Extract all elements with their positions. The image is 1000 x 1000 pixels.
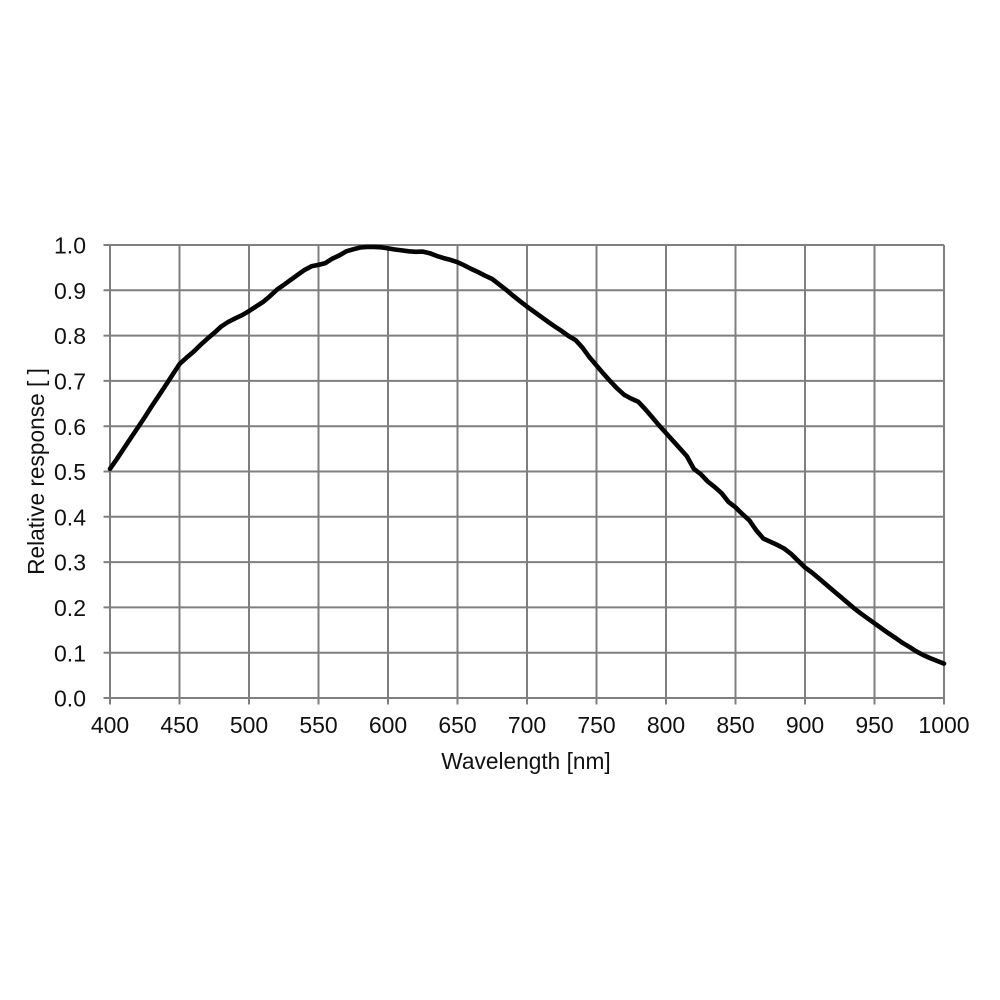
svg-text:0.5: 0.5 — [54, 459, 86, 485]
svg-text:900: 900 — [786, 712, 824, 738]
svg-text:0.3: 0.3 — [54, 550, 86, 576]
svg-text:0.7: 0.7 — [54, 369, 86, 395]
svg-text:0.6: 0.6 — [54, 414, 86, 440]
svg-text:650: 650 — [438, 712, 476, 738]
svg-text:0.4: 0.4 — [54, 504, 86, 530]
svg-text:0.2: 0.2 — [54, 595, 86, 621]
svg-text:0.1: 0.1 — [54, 640, 86, 666]
svg-text:700: 700 — [508, 712, 546, 738]
svg-text:600: 600 — [369, 712, 407, 738]
svg-text:400: 400 — [91, 712, 129, 738]
svg-text:Wavelength [nm]: Wavelength [nm] — [441, 748, 610, 774]
svg-text:1.0: 1.0 — [54, 233, 86, 259]
svg-text:0.8: 0.8 — [54, 323, 86, 349]
svg-text:800: 800 — [647, 712, 685, 738]
svg-text:1000: 1000 — [918, 712, 969, 738]
svg-text:850: 850 — [716, 712, 754, 738]
svg-text:450: 450 — [160, 712, 198, 738]
svg-text:0.9: 0.9 — [54, 278, 86, 304]
svg-text:950: 950 — [855, 712, 893, 738]
svg-text:550: 550 — [299, 712, 337, 738]
svg-text:0.0: 0.0 — [54, 686, 86, 712]
svg-text:Relative response [ ]: Relative response [ ] — [23, 368, 49, 575]
svg-text:750: 750 — [577, 712, 615, 738]
svg-text:500: 500 — [230, 712, 268, 738]
